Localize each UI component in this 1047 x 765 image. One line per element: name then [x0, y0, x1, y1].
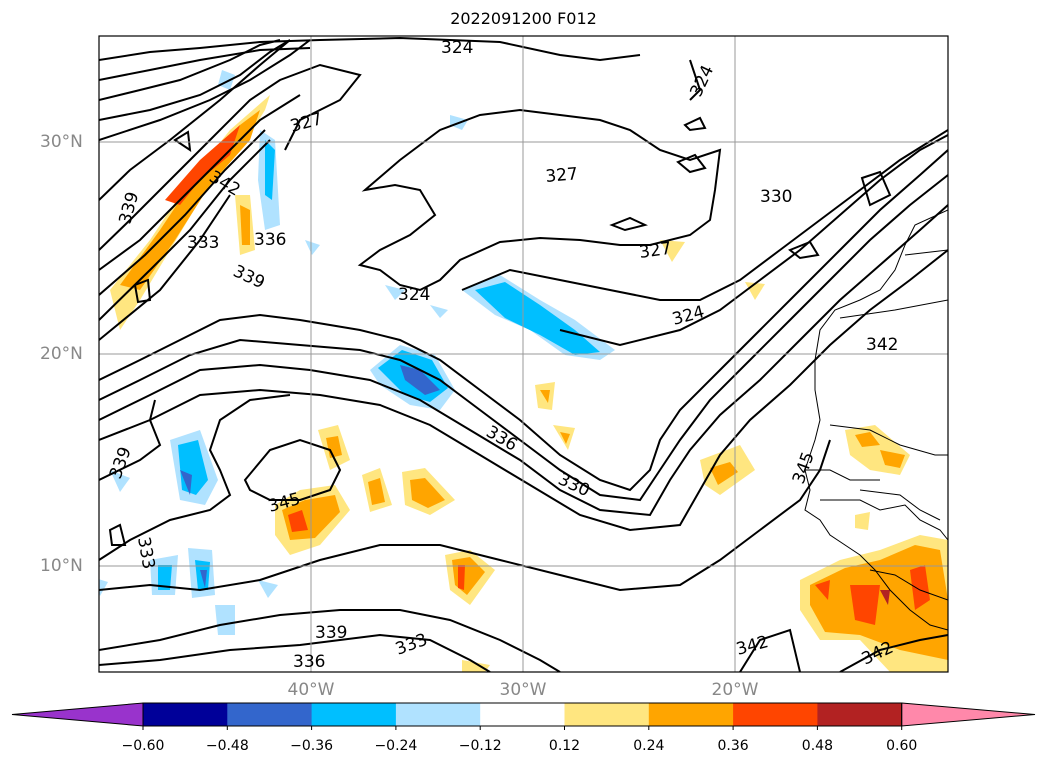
lat-label-10n: 10°N	[40, 556, 83, 576]
map-title: 2022091200 F012	[450, 9, 597, 28]
contour-label: 330	[760, 187, 792, 207]
lon-label-40w: 40°W	[287, 680, 335, 700]
contour-label: 342	[866, 335, 898, 355]
colorbar-tick-label: 0.60	[886, 738, 918, 754]
map-gridlines	[99, 36, 948, 672]
colorbar-extend-min	[11, 702, 144, 727]
map-frame	[98, 35, 949, 673]
contour-label: 324	[441, 38, 473, 58]
lat-label-30n: 30°N	[40, 132, 83, 152]
colorbar-tick-label: −0.24	[374, 738, 418, 754]
coastline	[804, 209, 948, 631]
colorbar-tick-label: −0.36	[290, 738, 334, 754]
colorbar-tick-label: 0.48	[801, 738, 833, 754]
colorbar-tick-label: −0.60	[121, 738, 165, 754]
colorbar-segment	[480, 703, 565, 726]
contour-label: 327	[638, 239, 673, 263]
contour-label: 339	[315, 623, 347, 643]
colorbar-segment	[143, 703, 228, 726]
contour-label: 336	[293, 652, 325, 672]
colorbar-segment	[648, 703, 734, 726]
contour-label: 327	[545, 164, 579, 187]
contour-label: 336	[254, 230, 286, 250]
colorbar-segment	[395, 703, 481, 726]
isentrope-contours	[99, 36, 948, 672]
colorbar-tick-label: 0.24	[633, 738, 665, 754]
colorbar-extend-max	[901, 702, 1036, 727]
colorbar-tick-label: 0.12	[548, 738, 581, 754]
colorbar-tick-label: 0.36	[717, 738, 749, 754]
contour-label: 333	[187, 233, 219, 253]
colorbar-segment	[733, 703, 818, 726]
colorbar-tick-label: −0.12	[458, 738, 502, 754]
colorbar-tick-label: −0.48	[205, 738, 249, 754]
lon-label-30w: 30°W	[499, 680, 547, 700]
lon-label-20w: 20°W	[711, 680, 759, 700]
contour-label: 324	[398, 285, 430, 305]
lat-label-20n: 20°N	[40, 344, 83, 364]
colorbar-segment	[564, 703, 650, 726]
colorbar-segment	[227, 703, 313, 726]
map-panel: 324 327 327 327 324 324 324 330 333 339 …	[98, 35, 949, 673]
colorbar-segment	[817, 703, 903, 726]
colorbar-segment	[311, 703, 397, 726]
